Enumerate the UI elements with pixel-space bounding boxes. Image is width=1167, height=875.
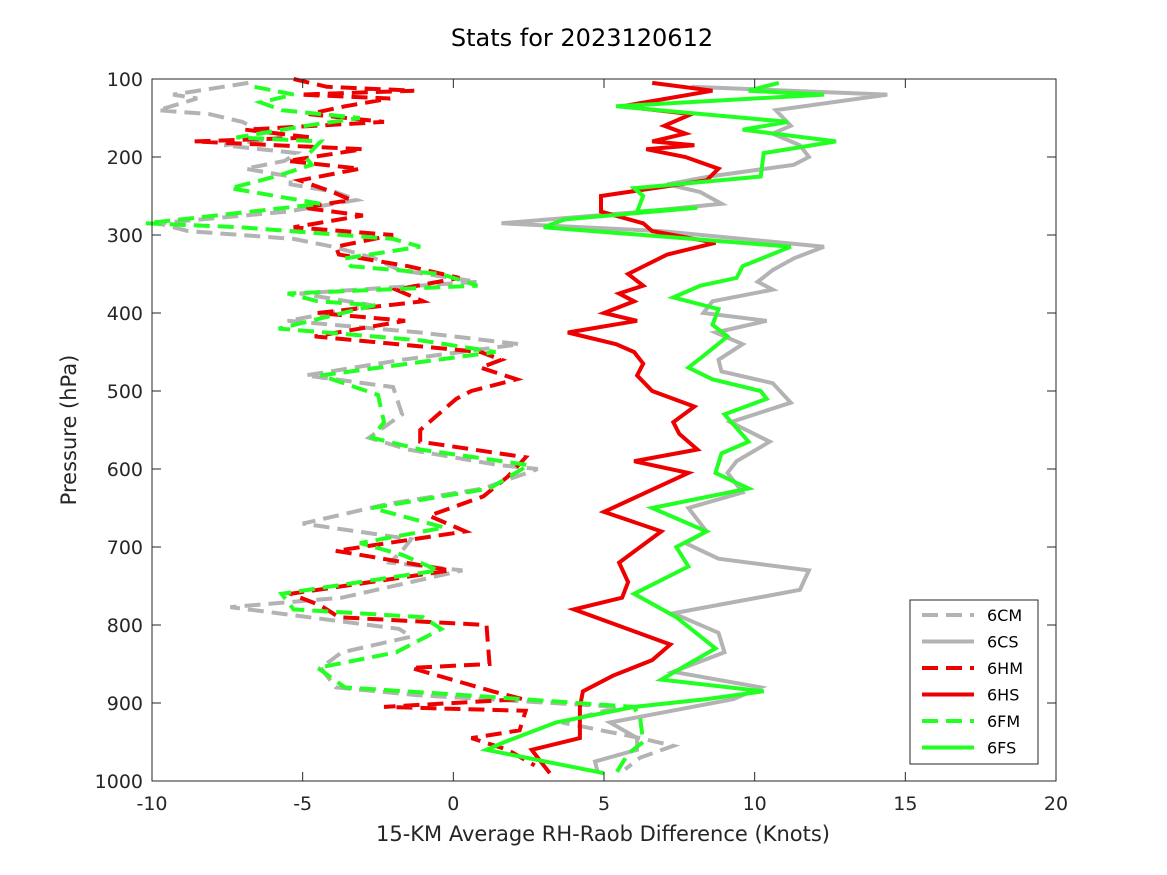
legend-label-6cs: 6CS: [987, 633, 1019, 652]
series-line-6hs: [528, 80, 723, 775]
x-tick-label: 20: [1044, 793, 1068, 815]
series-line-6cs: [501, 84, 888, 774]
x-tick-label: -5: [293, 793, 312, 815]
ticks-layer: -10 -5 0 5 10 15 20 100 200 300 400 500 600 700 800 900…: [95, 69, 1068, 815]
y-tick-label: 600: [107, 459, 143, 481]
y-axis-label: Pressure (hPa): [57, 355, 81, 506]
y-tick-label: 500: [107, 381, 143, 403]
y-tick-label: 700: [107, 537, 143, 559]
series-line-6fs: [479, 80, 837, 776]
series-line-6fm: [145, 84, 646, 775]
y-tick-label: 900: [107, 693, 143, 715]
series-line-6hm: [194, 77, 536, 768]
y-tick-label: 300: [107, 225, 143, 247]
x-tick-label: -10: [136, 793, 167, 815]
legend-label-6fs: 6FS: [987, 739, 1016, 758]
x-tick-label: 10: [743, 793, 767, 815]
series-line-6cm: [157, 80, 681, 771]
series-layer: [145, 77, 888, 776]
legend: 6CM 6CS 6HM 6HS 6FM 6FS: [909, 599, 1039, 765]
y-tick-label: 800: [107, 615, 143, 637]
chart-title: Stats for 2023120612: [451, 24, 713, 52]
x-tick-label: 5: [598, 793, 610, 815]
x-tick-label: 0: [447, 793, 459, 815]
y-tick-label: 400: [107, 303, 143, 325]
legend-label-6hm: 6HM: [987, 659, 1023, 678]
x-axis-label: 15-KM Average RH-Raob Difference (Knots): [376, 822, 830, 846]
legend-label-6cm: 6CM: [987, 606, 1022, 625]
x-tick-label: 15: [893, 793, 917, 815]
y-tick-label: 200: [107, 147, 143, 169]
legend-label-6hs: 6HS: [987, 686, 1019, 705]
y-tick-label: 1000: [95, 771, 143, 793]
legend-box: [909, 599, 1039, 765]
legend-label-6fm: 6FM: [987, 712, 1020, 731]
y-tick-label: 100: [107, 69, 143, 91]
